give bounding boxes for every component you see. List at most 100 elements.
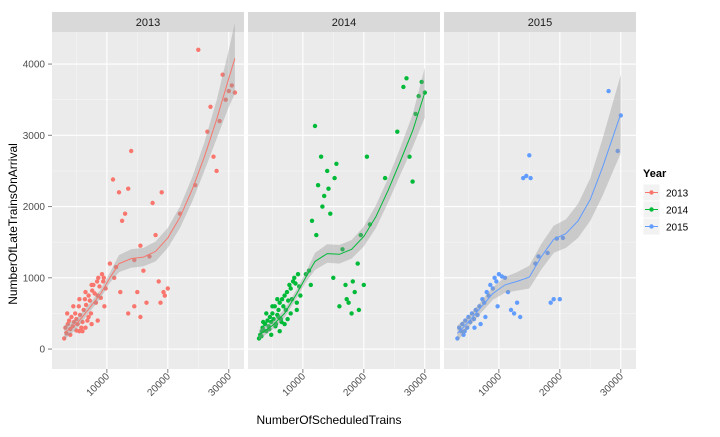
data-point: [107, 261, 113, 266]
data-point: [66, 318, 72, 323]
data-point: [557, 297, 562, 302]
data-point: [282, 321, 287, 327]
data-point: [138, 314, 143, 320]
x-tick-label: 10000: [281, 371, 309, 399]
data-point: [293, 281, 298, 286]
data-point: [401, 84, 406, 90]
data-point: [395, 129, 400, 134]
data-point: [471, 316, 477, 322]
legend-label: 2015: [666, 223, 689, 234]
data-point: [483, 314, 488, 320]
data-point: [340, 247, 345, 252]
scatter-points: [256, 76, 427, 341]
data-point: [118, 289, 123, 295]
data-point: [75, 321, 80, 327]
data-point: [277, 300, 282, 305]
data-point: [156, 279, 161, 284]
data-point: [63, 325, 68, 330]
data-point: [153, 232, 158, 238]
facet-panel-2014: 2014 10000 20000 30000: [248, 12, 440, 399]
data-point: [480, 297, 485, 302]
data-point: [80, 329, 85, 334]
x-axis-label: NumberOfScheduledTrains: [257, 413, 402, 427]
data-point: [165, 286, 170, 291]
x-tick-label: 10000: [85, 371, 113, 399]
data-point: [466, 314, 471, 320]
data-point: [355, 261, 360, 266]
data-point: [309, 218, 315, 223]
data-point: [416, 93, 421, 99]
legend-title: Year: [643, 168, 667, 180]
data-point: [110, 177, 116, 182]
facet-panel-2015: 2015 10000 20000 30000: [444, 12, 636, 399]
data-point: [132, 304, 137, 309]
data-point: [286, 298, 291, 303]
data-point: [490, 286, 495, 291]
data-point: [350, 279, 355, 284]
data-point: [61, 336, 67, 341]
data-point: [77, 312, 83, 318]
data-point: [294, 307, 299, 313]
data-point: [322, 193, 327, 199]
data-point: [514, 300, 520, 305]
x-tick-label: 30000: [402, 371, 430, 399]
data-point: [88, 311, 94, 316]
legend-label: 2014: [666, 206, 689, 217]
legend: Year 2013 2014 2015: [642, 168, 689, 236]
data-point: [288, 311, 293, 316]
data-point: [275, 297, 280, 302]
data-point: [358, 232, 363, 238]
data-point: [90, 288, 95, 293]
data-point: [271, 316, 276, 322]
x-tick-label: 30000: [206, 371, 234, 399]
data-point: [116, 190, 122, 195]
data-point: [269, 332, 274, 337]
data-point: [196, 47, 201, 52]
smooth-line: [63, 58, 236, 334]
data-point: [122, 211, 128, 216]
data-point: [314, 232, 319, 238]
data-point: [161, 289, 166, 295]
data-point: [74, 316, 79, 322]
data-point: [318, 154, 324, 159]
data-point: [281, 304, 286, 309]
data-point: [352, 289, 357, 295]
data-point: [220, 72, 225, 77]
data-point: [81, 307, 86, 313]
data-point: [126, 311, 131, 316]
data-point: [315, 183, 321, 188]
data-point: [287, 282, 292, 288]
data-point: [119, 218, 125, 223]
y-tick-label: 4000: [23, 60, 46, 71]
data-point: [364, 154, 370, 159]
data-point: [407, 154, 412, 159]
data-point: [511, 311, 517, 316]
data-point: [279, 319, 284, 325]
data-point: [68, 332, 73, 337]
data-point: [606, 88, 611, 94]
data-point: [112, 275, 117, 280]
data-point: [65, 321, 71, 327]
data-point: [83, 289, 88, 295]
scatter-points: [61, 47, 238, 341]
y-axis-label: NumberOfLateTrainsOnArrival: [6, 143, 20, 305]
data-point: [86, 293, 91, 298]
data-point: [469, 311, 475, 316]
data-point: [82, 297, 88, 302]
data-point: [80, 319, 85, 325]
data-point: [465, 325, 470, 330]
data-point: [419, 79, 424, 85]
data-point: [83, 325, 88, 330]
data-point: [214, 168, 219, 174]
data-point: [413, 111, 418, 117]
data-point: [74, 328, 79, 333]
data-point: [518, 314, 523, 320]
data-point: [267, 314, 273, 320]
data-point: [484, 289, 489, 295]
facet-strip-label: 2014: [332, 17, 356, 29]
data-point: [102, 304, 107, 309]
data-point: [259, 334, 264, 339]
data-point: [536, 254, 541, 259]
